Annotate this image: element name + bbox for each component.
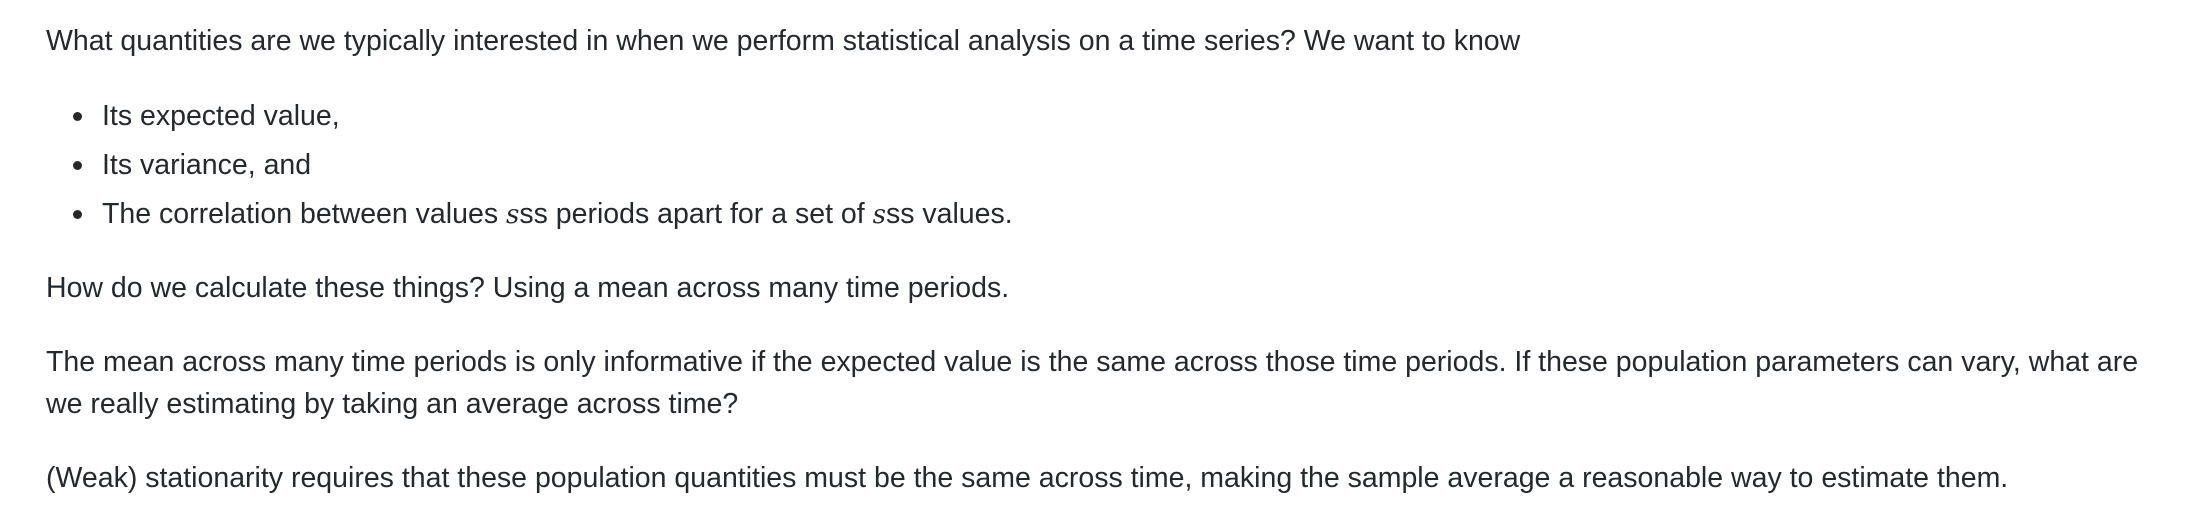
bullet-icon bbox=[73, 112, 82, 121]
math-variable-s: s bbox=[872, 200, 886, 230]
mean-paragraph: The mean across many time periods is onl… bbox=[46, 346, 2139, 420]
stationarity-paragraph: (Weak) stationarity requires that these … bbox=[46, 462, 2009, 494]
list-item-text: Its expected value, bbox=[102, 100, 340, 132]
intro-paragraph: What quantities are we typically interes… bbox=[46, 25, 1521, 57]
how-paragraph: How do we calculate these things? Using … bbox=[46, 272, 1010, 304]
list-item: Its variance, and bbox=[46, 144, 1013, 193]
list-item-text-part: ss values. bbox=[885, 198, 1013, 230]
math-variable-s: s bbox=[505, 200, 520, 230]
bullet-icon bbox=[73, 161, 82, 170]
list-item: Its expected value, bbox=[46, 95, 1013, 144]
list-item: The correlation between values sss perio… bbox=[46, 193, 1013, 242]
quantities-list: Its expected value, Its variance, and Th… bbox=[46, 95, 1013, 242]
bullet-icon bbox=[73, 210, 82, 219]
list-item-text: Its variance, and bbox=[102, 149, 312, 181]
list-item-text-part: The correlation between values bbox=[102, 198, 506, 230]
list-item-text-part: ss periods apart for a set of bbox=[519, 198, 873, 230]
